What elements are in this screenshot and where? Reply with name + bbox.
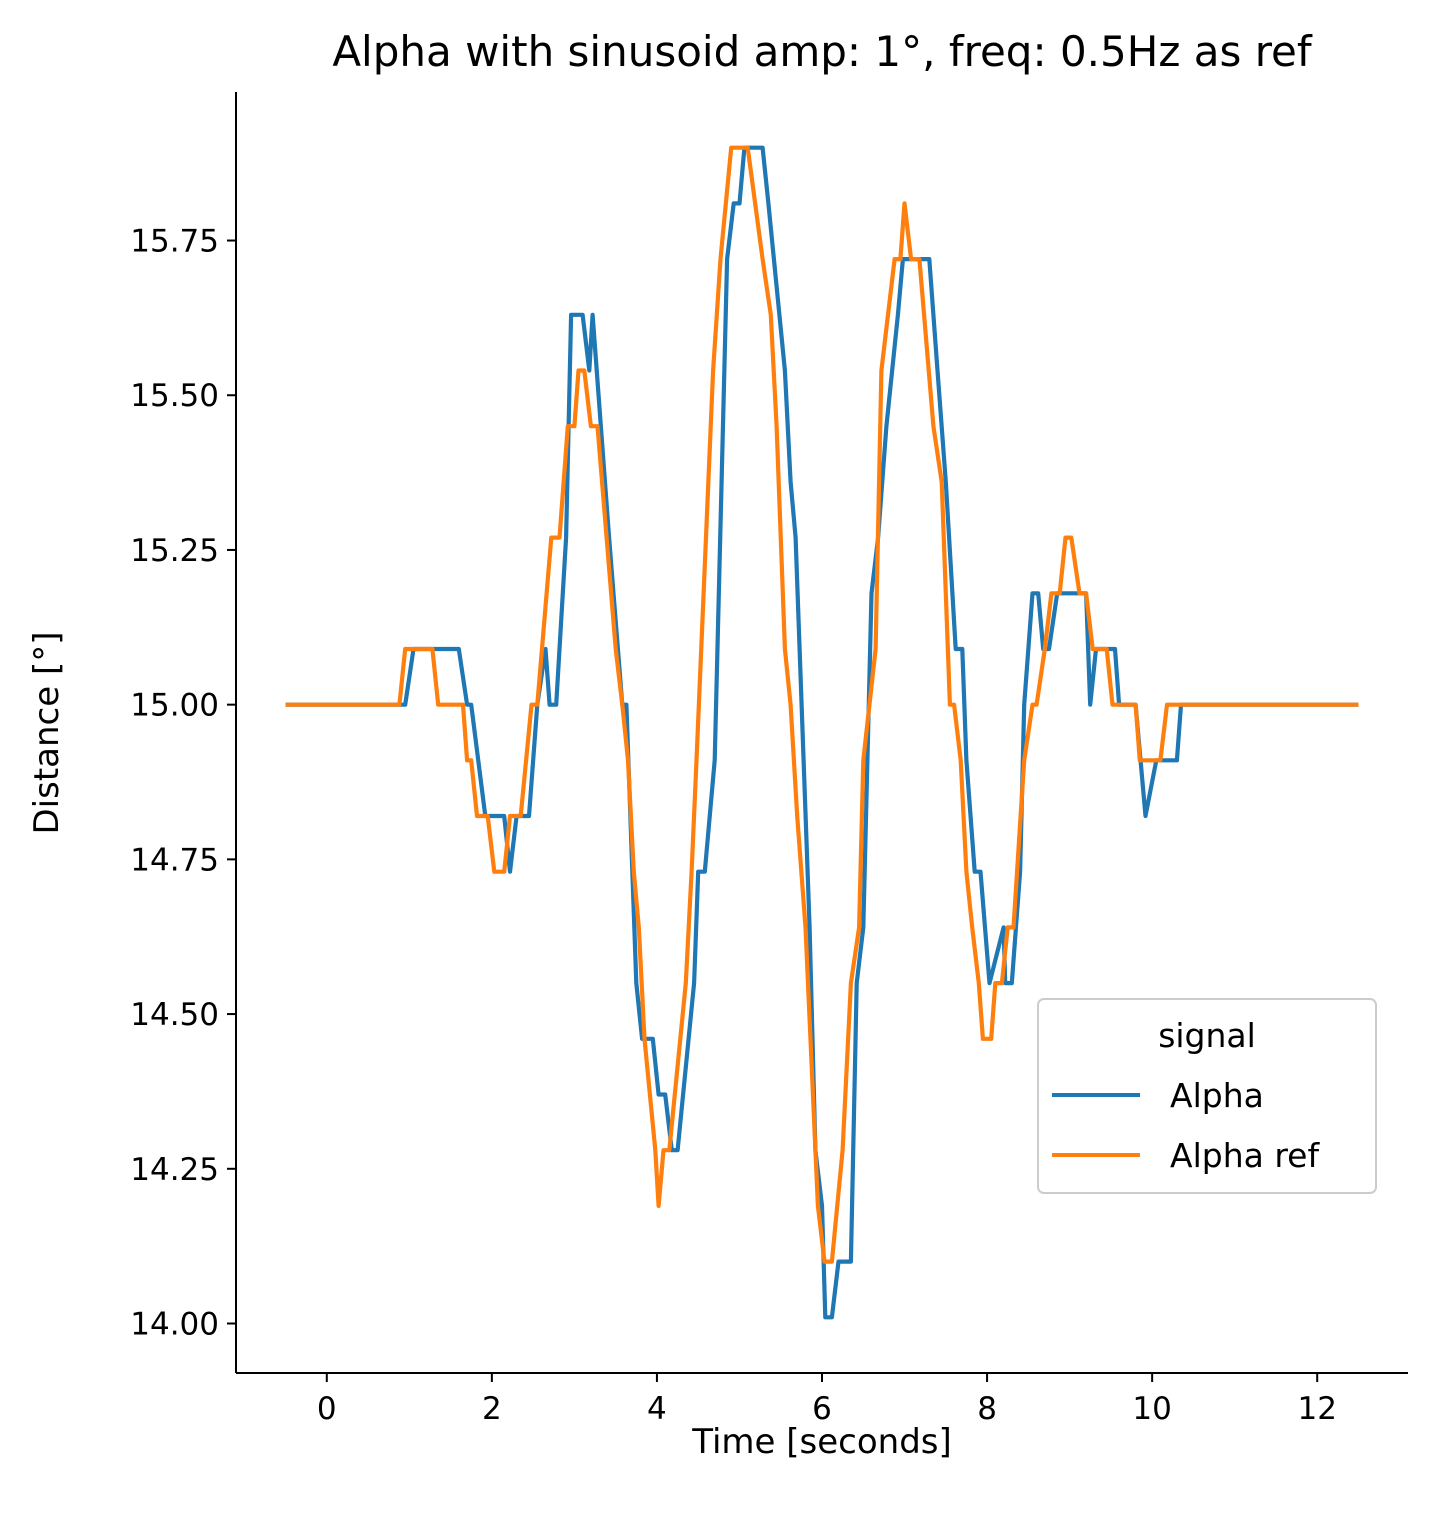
chart-title: Alpha with sinusoid amp: 1°, freq: 0.5Hz… (332, 27, 1313, 76)
y-tick-label: 14.75 (130, 842, 219, 878)
x-tick-label: 8 (977, 1391, 997, 1427)
legend-title: signal (1158, 1016, 1256, 1055)
y-tick-label: 15.50 (130, 378, 219, 414)
x-tick-label: 2 (482, 1391, 502, 1427)
x-ticks: 0 2 4 6 8 10 12 (317, 1373, 1337, 1427)
legend-box (1037, 998, 1377, 1194)
x-tick-label: 12 (1297, 1391, 1336, 1427)
y-tick-label: 15.25 (130, 533, 219, 569)
y-tick-label: 15.00 (130, 688, 219, 724)
y-tick-label: 14.00 (130, 1306, 219, 1342)
legend-label-alpha: Alpha (1170, 1076, 1264, 1115)
x-axis-label: Time [seconds] (691, 1422, 952, 1462)
y-axis-label: Distance [°] (27, 631, 67, 834)
series-line-alpha-ref (285, 145, 1359, 1264)
y-tick-label: 14.25 (130, 1152, 219, 1188)
y-tick-label: 15.75 (130, 224, 219, 260)
legend-label-alpha-ref: Alpha ref (1170, 1136, 1320, 1175)
x-tick-label: 10 (1132, 1391, 1171, 1427)
x-tick-label: 4 (647, 1391, 667, 1427)
legend: signal Alpha Alpha ref (1037, 998, 1377, 1194)
x-tick-label: 6 (812, 1391, 832, 1427)
y-ticks: 14.00 14.25 14.50 14.75 15.00 15.25 15.50 15.75 (130, 224, 236, 1342)
y-tick-label: 14.50 (130, 997, 219, 1033)
series-layer (285, 145, 1359, 1320)
x-tick-label: 0 (317, 1391, 337, 1427)
